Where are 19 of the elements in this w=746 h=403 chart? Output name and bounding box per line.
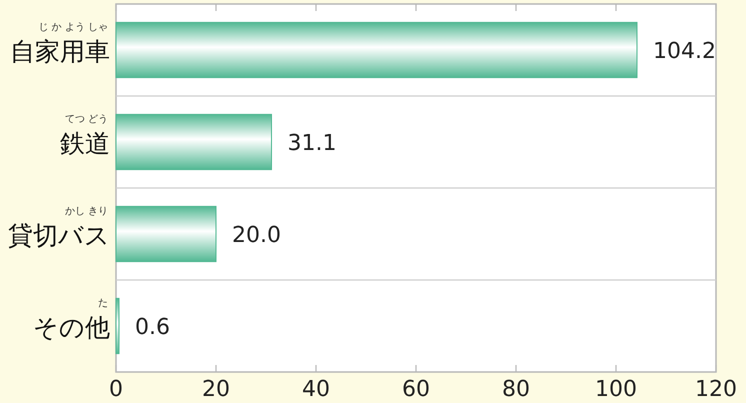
- x-tick-label: 40: [302, 377, 330, 402]
- data-label: 31.1: [288, 131, 336, 156]
- data-label: 104.2: [653, 39, 716, 64]
- x-tick-label: 100: [595, 377, 637, 402]
- x-tick-label: 80: [502, 377, 530, 402]
- text: てつ どう: [64, 114, 108, 125]
- x-tick-label: 60: [402, 377, 430, 402]
- text: かし きり: [64, 206, 108, 217]
- x-tick-label: 120: [695, 377, 737, 402]
- y-tick-label: その他: [33, 313, 110, 342]
- x-tick-label: 20: [202, 377, 230, 402]
- y-tick-label: 自家用車: [10, 37, 110, 66]
- data-label: 0.6: [135, 315, 170, 340]
- y-tick-label: 貸切バス: [8, 221, 110, 250]
- text: た: [98, 298, 108, 309]
- x-tick-label: 0: [109, 377, 123, 402]
- text: じ か よう しゃ: [38, 22, 108, 33]
- y-tick-label: 鉄道: [60, 129, 110, 158]
- data-label: 20.0: [232, 223, 281, 248]
